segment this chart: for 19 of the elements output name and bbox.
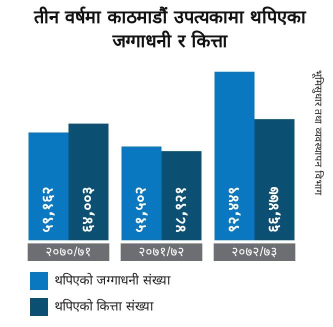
chart-title: तीन वर्षमा काठमाडौं उपत्यकामा थपिएका जग्गाधनी र कित्ता [32,6,308,54]
bar [214,72,254,240]
data-label: ९२,४४९ [224,186,242,232]
bar [68,124,108,240]
data-label: ५९,१६२ [38,186,56,232]
legend-label: थपिएको जग्गाधनी संख्या [54,272,171,288]
x-tick-label: २०७२/७३ [232,244,278,259]
bar [254,119,294,240]
bar [122,146,162,240]
bar [28,132,68,240]
data-label: ५१,५०२ [131,186,150,232]
x-tick-label: २०७०/७१ [46,244,92,259]
x-tick-label: २०७१/७२ [138,244,184,259]
data-label: ६४,००३ [78,186,96,232]
data-label: ४८,९२१ [171,186,190,232]
bar [162,151,202,240]
data-label: ६६,४७७ [264,186,282,232]
text: भूमिसुधार तथा व्यवस्थापन विभाग [311,70,324,198]
legend-label: थपिएको कित्ता संख्या [54,298,154,314]
